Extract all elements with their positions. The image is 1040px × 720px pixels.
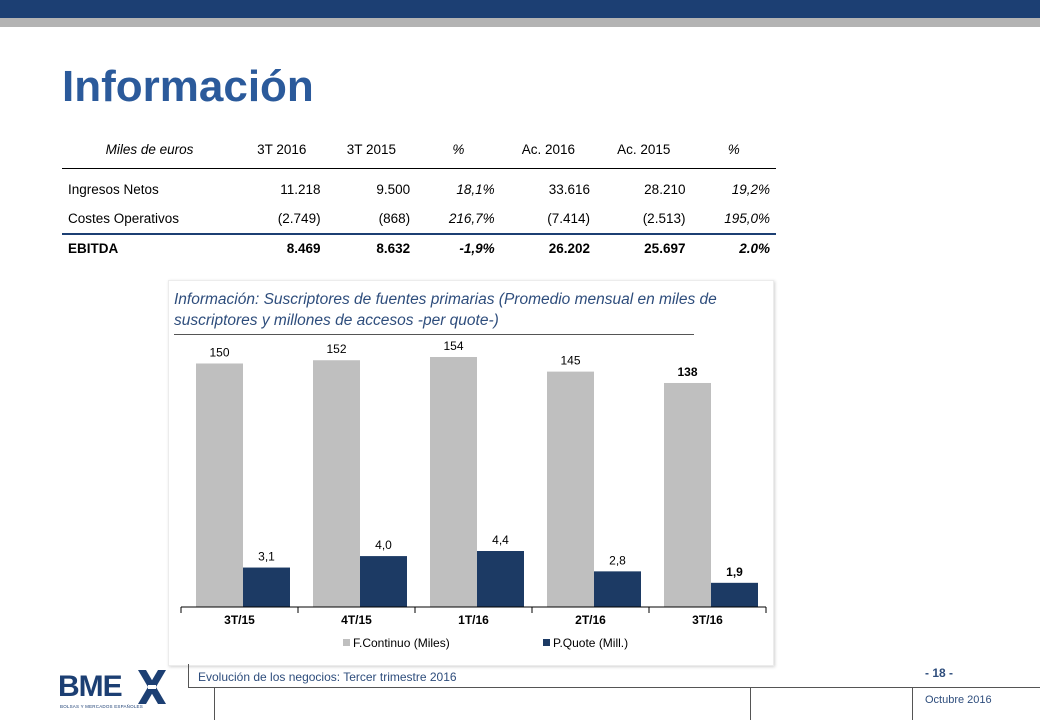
bar-pquote xyxy=(594,571,641,607)
bar-fcontinuo xyxy=(430,357,477,607)
footer-divider-v4 xyxy=(912,688,913,720)
cell-acpct: 2.0% xyxy=(691,233,776,262)
header-quarter-pct: % xyxy=(416,132,501,169)
bar-pquote xyxy=(711,582,758,607)
chart-title: Información: Suscriptores de fuentes pri… xyxy=(174,291,717,329)
logo-x-icon xyxy=(138,670,166,704)
cell-qpct: 18,1% xyxy=(456,181,495,197)
financial-table: Miles de euros 3T 2016 3T 2015 % Ac. 201… xyxy=(62,132,776,262)
bar-pquote xyxy=(360,556,407,607)
header-3t2016: 3T 2016 xyxy=(237,132,327,169)
header-ac2016: Ac. 2016 xyxy=(500,132,597,169)
footer-divider xyxy=(188,687,1040,688)
cell-ac2015: 28.210 xyxy=(644,181,686,197)
logo-tagline: BOLSAS Y MERCADOS ESPAÑOLES xyxy=(60,704,143,709)
cell-ac2015: 25.697 xyxy=(596,233,692,262)
footer-divider-v1 xyxy=(188,664,189,688)
category-label: 1T/16 xyxy=(458,613,489,627)
row-label: Ingresos Netos xyxy=(68,181,159,197)
bar-fcontinuo xyxy=(313,360,360,607)
data-label: 150 xyxy=(209,345,229,359)
cell-qpct: -1,9% xyxy=(416,233,501,262)
table-row: Ingresos Netos 11.218 9.500 18,1% 33.616… xyxy=(62,174,776,204)
top-banner xyxy=(0,0,1040,18)
category-label: 3T/15 xyxy=(224,613,255,627)
cell-qpct: 216,7% xyxy=(448,211,495,226)
chart-panel: 150 3,1 3T/15 152 4,0 4T/15 154 4,4 1T/16 145 2,8 2… xyxy=(168,280,774,666)
data-label: 138 xyxy=(677,365,697,379)
cell-q2016: 11.218 xyxy=(280,181,321,197)
cell-q2016: (2.749) xyxy=(277,211,321,226)
category-label: 4T/15 xyxy=(341,613,372,627)
cell-acpct: 195,0% xyxy=(724,211,770,226)
cell-acpct: 19,2% xyxy=(731,181,770,197)
footer-date: Octubre 2016 xyxy=(925,694,992,706)
cell-q2015: (868) xyxy=(378,211,411,226)
data-label: 154 xyxy=(443,339,463,353)
bar-fcontinuo xyxy=(196,363,243,607)
legend-label: P.Quote (Mill.) xyxy=(553,636,628,650)
table-header-row: Miles de euros 3T 2016 3T 2015 % Ac. 201… xyxy=(62,132,776,169)
bar-pquote xyxy=(243,567,290,607)
page-number: - 18 - xyxy=(925,666,954,680)
data-label: 2,8 xyxy=(609,553,626,567)
bar-pquote xyxy=(477,551,524,607)
cell-ac2016: 26.202 xyxy=(500,233,597,262)
legend-swatch xyxy=(343,639,350,646)
data-label: 4,0 xyxy=(375,538,392,552)
table-row-ebitda: EBITDA 8.469 8.632 -1,9% 26.202 25.697 2… xyxy=(62,233,776,262)
footer-divider-v2 xyxy=(214,688,215,720)
logo-wordmark: BME xyxy=(58,670,123,703)
data-label: 4,4 xyxy=(492,533,509,547)
bar-fcontinuo xyxy=(664,382,711,607)
legend-swatch xyxy=(543,639,550,646)
top-banner-stripe xyxy=(0,18,1040,27)
category-label: 2T/16 xyxy=(575,613,606,627)
data-label: 1,9 xyxy=(726,565,743,579)
bar-fcontinuo xyxy=(547,371,594,607)
header-accum-pct: % xyxy=(691,132,776,169)
data-label: 3,1 xyxy=(258,550,275,564)
footer-caption: Evolución de los negocios: Tercer trimes… xyxy=(198,670,457,684)
cell-ac2016: 33.616 xyxy=(548,181,591,197)
footer-divider-v3 xyxy=(750,688,751,720)
data-label: 145 xyxy=(560,354,580,368)
cell-q2015: 9.500 xyxy=(376,181,411,197)
bar-chart: 150 3,1 3T/15 152 4,0 4T/15 154 4,4 1T/16 145 2,8 2… xyxy=(180,339,767,650)
bme-logo: BME BOLSAS Y MERCADOS ESPAÑOLES xyxy=(58,670,178,712)
row-label: Costes Operativos xyxy=(68,211,180,226)
row-label: EBITDA xyxy=(62,233,237,262)
header-units: Miles de euros xyxy=(62,132,237,169)
cell-ac2016: (7.414) xyxy=(547,211,591,226)
category-label: 3T/16 xyxy=(692,613,723,627)
page-title: Información xyxy=(62,62,314,111)
cell-q2016: 8.469 xyxy=(237,233,327,262)
header-3t2015: 3T 2015 xyxy=(326,132,417,169)
chart-title-underline xyxy=(174,334,694,335)
table-row: Costes Operativos (2.749) (868) 216,7% (… xyxy=(62,204,776,234)
data-label: 152 xyxy=(326,342,346,356)
cell-ac2015: (2.513) xyxy=(642,211,686,226)
cell-q2015: 8.632 xyxy=(326,233,417,262)
header-ac2015: Ac. 2015 xyxy=(596,132,692,169)
legend-label: F.Continuo (Miles) xyxy=(353,636,450,650)
